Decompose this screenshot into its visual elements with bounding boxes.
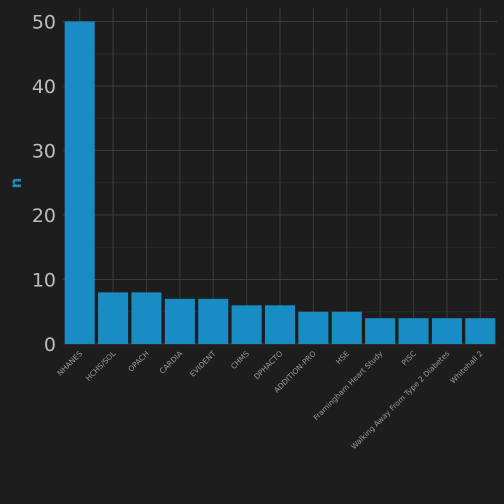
bar bbox=[398, 318, 429, 344]
bar bbox=[331, 311, 362, 344]
bar bbox=[164, 298, 195, 344]
bar bbox=[431, 318, 462, 344]
bar bbox=[98, 292, 129, 344]
bar bbox=[365, 318, 396, 344]
y-tick-label: 30 bbox=[32, 141, 56, 163]
y-tick-label: 0 bbox=[44, 334, 56, 356]
y-axis-label: n bbox=[7, 178, 25, 189]
y-tick-label: 10 bbox=[32, 270, 56, 292]
bar bbox=[264, 305, 296, 344]
bar bbox=[465, 318, 496, 344]
y-tick-label: 20 bbox=[32, 205, 56, 227]
bar bbox=[231, 305, 262, 344]
bar bbox=[131, 292, 162, 344]
bar bbox=[198, 298, 229, 344]
grid-lines bbox=[63, 8, 497, 345]
bars bbox=[64, 21, 496, 344]
y-tick-label: 50 bbox=[32, 12, 56, 34]
bar bbox=[298, 311, 329, 344]
y-axis-ticks: 0 10 20 30 40 50 bbox=[32, 12, 56, 357]
bar bbox=[64, 21, 95, 344]
y-tick-label: 40 bbox=[32, 76, 56, 98]
